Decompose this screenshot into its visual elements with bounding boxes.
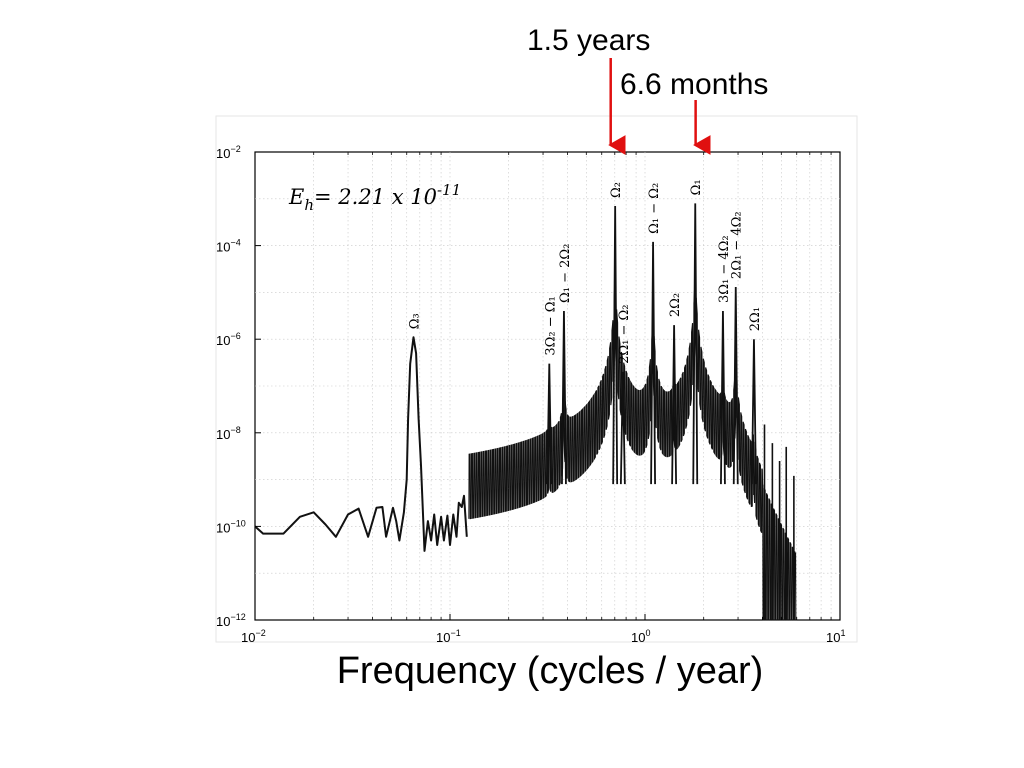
energy-equation: Eh= 2.21 x 10-11 (288, 181, 461, 214)
annotation-6-6-months: 6.6 months (620, 68, 769, 101)
y-tick-label: 10−6 (216, 331, 241, 348)
peak-spike (692, 203, 699, 485)
equation-subscript: h (304, 196, 314, 214)
period-arrows (608, 58, 711, 155)
y-tick-label: 10−2 (216, 144, 241, 161)
peak-label: 2Ω₁ (748, 307, 763, 331)
peak-label: 2Ω₂ (668, 293, 683, 317)
peak-label: Ω₁ − 2Ω₂ (558, 244, 573, 303)
axis-ticks: 10−2 10−1 100 101 10−2 10−4 10−6 10−8 10−10 10−12 (216, 144, 845, 645)
equation-symbol: E (288, 185, 304, 209)
annotation-1-5-years: 1.5 years (527, 24, 651, 57)
peak-label: Ω₂ (609, 182, 624, 198)
peak-spike (619, 371, 626, 485)
y-tick-label: 10−12 (216, 612, 246, 629)
peak-spike (751, 339, 757, 485)
peak-spike (732, 287, 739, 485)
peak-spike (650, 241, 656, 485)
peak-spike (561, 311, 567, 485)
x-tick-label: 100 (631, 628, 650, 645)
peak-spike (720, 311, 726, 485)
peak-label: Ω₃ (408, 313, 423, 329)
x-tick-label: 10−1 (436, 628, 461, 645)
peak-label: 2Ω₁ − Ω₂ (617, 304, 632, 363)
x-axis-label: Frequency (cycles / year) (336, 650, 764, 692)
equation-body: = 2.21 x 10 (314, 185, 437, 209)
y-tick-label: 10−10 (216, 518, 246, 535)
series-high-frequency (468, 272, 797, 621)
equation-exponent: -11 (437, 181, 461, 199)
peak-label: 3Ω₁ − 4Ω₂ (717, 235, 732, 303)
peak-label: Ω₁ − Ω₂ (647, 183, 662, 234)
series-low-frequency (254, 336, 468, 552)
figure-panel (215, 115, 858, 643)
peak-label: 3Ω₂ − Ω₁ (543, 296, 558, 355)
peak-label: 2Ω₁ − 4Ω₂ (730, 211, 745, 279)
peak-spike (546, 363, 553, 485)
peak-spike (612, 206, 619, 485)
spectrum-series (254, 203, 797, 621)
x-tick-label: 101 (826, 628, 845, 645)
x-tick-label: 10−2 (241, 628, 266, 645)
plot-frame (215, 115, 858, 643)
peak-spike (671, 325, 677, 485)
y-tick-label: 10−8 (216, 425, 241, 442)
peak-label: Ω₁ (689, 179, 704, 195)
y-tick-label: 10−4 (216, 238, 241, 255)
